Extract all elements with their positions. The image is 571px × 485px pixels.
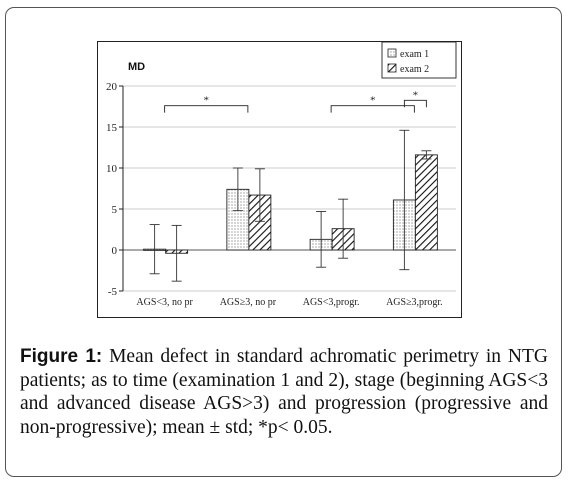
y-tick-label: -5 [108,286,118,298]
caption-text: Mean defect in standard achromatic perim… [20,346,548,438]
bars [143,154,438,254]
significance-star: * [204,95,210,107]
legend: exam 1 exam 2 [381,41,457,79]
category-label: AGS<3, no pr [136,297,193,308]
y-tick-label: 5 [112,204,118,216]
significance-bracket [164,105,249,113]
significance-brackets: * * * [164,89,427,113]
y-tick-label: 0 [112,245,118,257]
category-labels: AGS<3, no pr AGS≥3, no pr AGS<3,progr. AGS≥… [136,297,442,308]
category-label: AGS≥3,progr. [386,297,443,308]
figure-caption: Figure 1: Mean defect in standard achrom… [20,345,548,439]
chart-container [97,41,462,318]
caption-label: Figure 1: [20,346,103,367]
legend-label: exam 2 [400,64,429,75]
y-axis-label: MD [128,61,145,73]
grid-lines [123,85,456,292]
significance-bracket [330,105,415,113]
y-axis: -5 0 5 10 15 20 MD [106,61,145,298]
significance-bracket [403,99,427,108]
significance-star: * [413,89,419,101]
legend-label: exam 1 [400,49,429,60]
category-label: AGS<3,progr. [303,297,360,308]
y-tick-label: 10 [106,163,118,175]
significance-star: * [370,95,376,107]
legend-swatch [387,63,397,73]
error-bars [149,129,432,282]
legend-swatch [387,48,397,58]
y-tick-label: 20 [106,81,118,93]
category-label: AGS≥3, no pr [220,297,277,308]
y-tick-label: 15 [106,122,118,134]
bar [414,154,438,251]
